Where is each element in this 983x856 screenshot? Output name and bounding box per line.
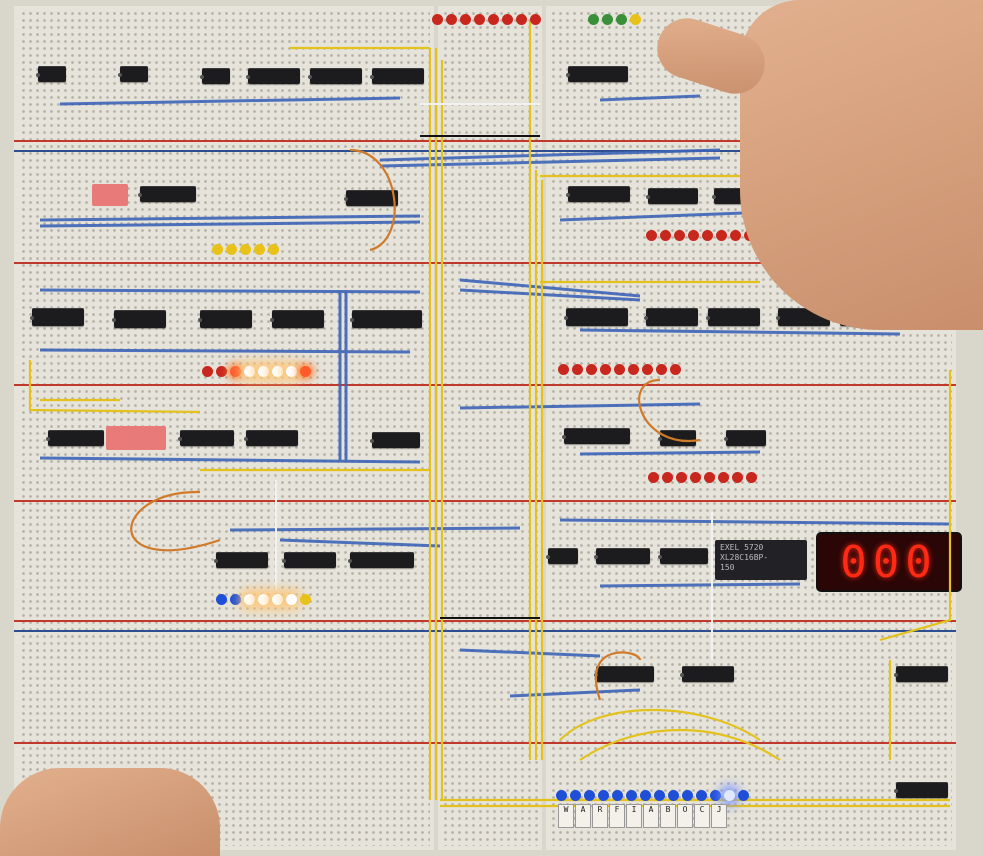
black-jumper-wires: [420, 135, 540, 619]
blue-wire-bundle: [39, 94, 951, 698]
ic-chip: [680, 666, 734, 682]
ic-chip: [270, 310, 324, 328]
display-digits: 000: [840, 536, 938, 588]
signal-label: R: [592, 804, 608, 828]
led-row-control-blue: [556, 790, 749, 801]
power-rail: [14, 262, 956, 264]
led-row-red: [558, 364, 681, 375]
ic-chip: [198, 310, 252, 328]
signal-label: O: [677, 804, 693, 828]
ic-chip: [894, 782, 948, 798]
eeprom-label-line: EXEL 5720: [720, 543, 764, 552]
hole-grid-center: [442, 10, 538, 846]
led-row-yellow: [212, 244, 279, 255]
ic-chip: [706, 308, 760, 326]
ic-chip: [348, 552, 414, 568]
signal-label: I: [626, 804, 642, 828]
eeprom-label-line: XL28C16BP-: [720, 553, 769, 562]
ic-chip: [894, 666, 948, 682]
power-rail: [14, 384, 956, 386]
seven-segment-display: 000: [818, 534, 960, 590]
ic-chip: [562, 428, 630, 444]
ic-chip: [200, 68, 230, 84]
ic-chip: [566, 66, 628, 82]
white-jumper-wires: [275, 103, 713, 660]
ic-chip: [214, 552, 268, 568]
ic-chip: [138, 186, 196, 202]
ic-chip: [370, 68, 424, 84]
ground-rail: [14, 630, 956, 632]
ic-chip: [644, 308, 698, 326]
ic-chip: [594, 548, 650, 564]
ic-chip: [118, 66, 148, 82]
ic-chip: [546, 548, 578, 564]
signal-label: B: [660, 804, 676, 828]
ic-chip: [30, 308, 84, 326]
power-rail: [14, 742, 956, 744]
led-row-counter-lit: [216, 594, 311, 605]
signal-label: F: [609, 804, 625, 828]
ic-chip: [282, 552, 336, 568]
signal-label: C: [694, 804, 710, 828]
ic-chip: [244, 430, 298, 446]
dip-switch: [106, 426, 166, 450]
power-rail: [14, 620, 956, 622]
signal-label: J: [711, 804, 727, 828]
ic-chip: [36, 66, 66, 82]
power-rail: [14, 500, 956, 502]
ic-chip: [112, 310, 166, 328]
hole-grid-left: [20, 10, 430, 846]
led-row-top-status: [588, 14, 641, 25]
ic-chip: [308, 68, 362, 84]
orange-jumper-wires: [130, 148, 701, 701]
ic-chip: [566, 186, 630, 202]
eeprom-label-line: 150: [720, 563, 735, 572]
ic-chip: [658, 548, 708, 564]
ic-chip: [646, 188, 698, 204]
ground-rail: [14, 150, 956, 152]
ic-chip: [724, 430, 766, 446]
ic-chip: [246, 68, 300, 84]
eeprom-chip: EXEL 5720 XL28C16BP- 150: [715, 540, 807, 580]
hand-lower-left: [0, 768, 220, 856]
dip-switch: [92, 184, 128, 206]
hand-upper-right: [740, 0, 983, 330]
yellow-wire-bundle: [28, 20, 952, 808]
control-signal-labels: W A R F I A B O C J: [558, 804, 728, 828]
power-rail: [14, 140, 956, 142]
signal-label: A: [575, 804, 591, 828]
led-row-red: [648, 472, 757, 483]
ic-chip: [46, 430, 104, 446]
ic-chip: [178, 430, 234, 446]
ic-chip: [564, 308, 628, 326]
ic-chip: [344, 190, 398, 206]
signal-label: A: [643, 804, 659, 828]
signal-label: W: [558, 804, 574, 828]
led-row-register-lit: [202, 366, 311, 377]
led-row-top-red: [432, 14, 541, 25]
ic-chip: [350, 310, 422, 328]
ic-chip: [370, 432, 420, 448]
